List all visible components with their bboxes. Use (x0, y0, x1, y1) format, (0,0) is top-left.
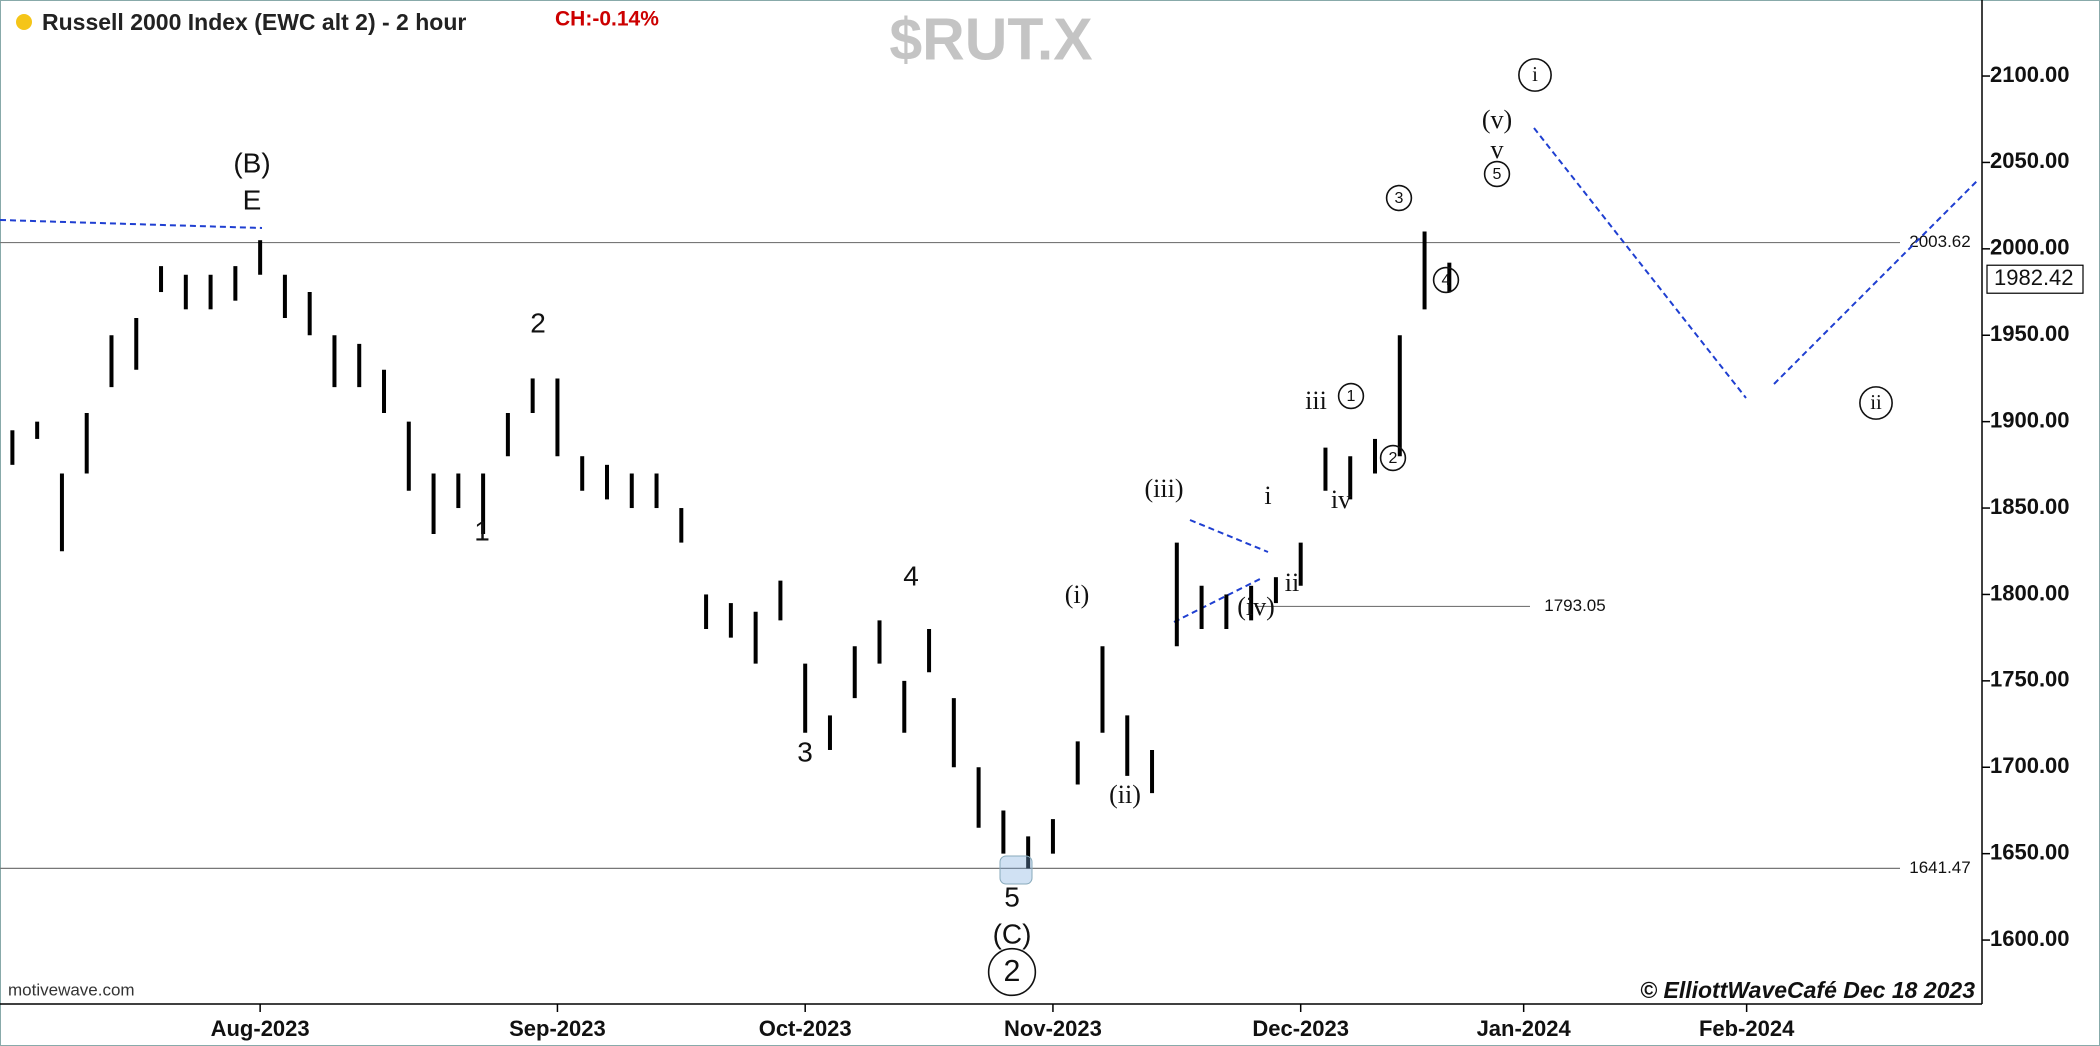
y-tick-label: 1800.00 (1990, 580, 2070, 605)
x-tick-label: Jan-2024 (1477, 1016, 1572, 1041)
copyright: © ElliottWaveCafé Dec 18 2023 (1640, 977, 1975, 1003)
wave-label: i (1264, 481, 1271, 510)
annotation-circle (1483, 160, 1511, 188)
wave-label: 5 (1493, 166, 1502, 183)
level-label: 1641.47 (1909, 858, 1970, 877)
wave-label: (C) (993, 918, 1032, 949)
annotation-circle (1859, 386, 1893, 420)
last-price-label: 1982.42 (1994, 265, 2074, 290)
level-label: 2003.62 (1909, 232, 1970, 251)
annotation-circle (1379, 444, 1407, 472)
wave-label: (iv) (1237, 592, 1275, 621)
x-tick-label: Feb-2024 (1699, 1016, 1795, 1041)
wave-label: 2 (1389, 450, 1398, 467)
y-tick-label: 1900.00 (1990, 407, 2070, 432)
wave-label: (ii) (1109, 780, 1141, 809)
wave-label: iv (1331, 485, 1351, 514)
highlight (999, 855, 1033, 885)
wave-label: ii (1285, 568, 1299, 597)
x-tick-label: Sep-2023 (509, 1016, 606, 1041)
level-label: 1793.05 (1544, 596, 1605, 615)
y-tick-label: 1750.00 (1990, 667, 2070, 692)
y-tick-label: 2100.00 (1990, 62, 2070, 87)
wave-label: (i) (1065, 580, 1090, 609)
x-tick-label: Oct-2023 (759, 1016, 852, 1041)
status-dot (16, 14, 32, 30)
dashed-guide (1173, 577, 1263, 623)
dashed-guide (1533, 127, 1747, 399)
wave-label: 2 (530, 307, 546, 338)
annotation-circle (1432, 266, 1460, 294)
wave-label: ii (1870, 391, 1882, 414)
wave-label: 1 (474, 515, 490, 546)
y-tick-label: 1650.00 (1990, 839, 2070, 864)
source: motivewave.com (8, 980, 135, 999)
wave-label: iii (1305, 386, 1327, 415)
wave-label: 4 (1442, 272, 1451, 289)
dashed-guide (1189, 519, 1269, 553)
annotation-circle (1518, 58, 1552, 92)
x-tick-label: Dec-2023 (1252, 1016, 1349, 1041)
wave-label: 3 (1395, 190, 1404, 207)
wave-label: 2 (1004, 954, 1021, 988)
y-tick-label: 1700.00 (1990, 753, 2070, 778)
y-tick-label: 1950.00 (1990, 321, 2070, 346)
y-tick-label: 1600.00 (1990, 926, 2070, 951)
y-tick-label: 2050.00 (1990, 148, 2070, 173)
wave-label: 3 (797, 736, 813, 767)
last-price-box (1986, 264, 2084, 294)
wave-label: v (1491, 135, 1504, 164)
wave-label: E (243, 184, 262, 215)
annotation-circle (1337, 382, 1365, 410)
change-label: CH:-0.14% (555, 8, 659, 31)
wave-label: (B) (233, 147, 270, 178)
y-tick-label: 1850.00 (1990, 494, 2070, 519)
wave-label: 1 (1347, 388, 1356, 405)
x-tick-label: Aug-2023 (211, 1016, 310, 1041)
wave-label: (iii) (1145, 474, 1184, 503)
wave-label: 4 (903, 560, 919, 591)
annotation-circle (1385, 184, 1413, 212)
x-tick-label: Nov-2023 (1004, 1016, 1102, 1041)
wave-label: (v) (1482, 105, 1512, 134)
chart-title: Russell 2000 Index (EWC alt 2) - 2 hour (42, 9, 466, 35)
dashed-guide (0, 219, 263, 229)
watermark: $RUT.X (889, 7, 1092, 73)
annotation-circle (987, 947, 1037, 997)
dashed-guide (1773, 179, 1979, 385)
wave-label: 5 (1004, 881, 1020, 912)
wave-label: i (1532, 63, 1538, 86)
y-tick-label: 2000.00 (1990, 235, 2070, 260)
